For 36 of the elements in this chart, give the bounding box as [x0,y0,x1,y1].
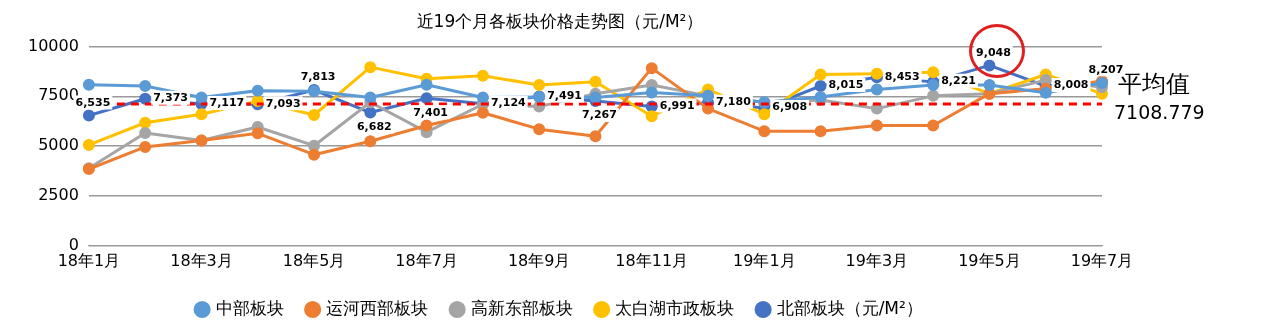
data-label: 8,453 [884,69,920,83]
data-label: 7,180 [716,94,752,108]
data-label: 7,813 [300,70,336,84]
data-label: 7,267 [582,108,617,122]
x-tick-label: 18年11月 [615,250,689,270]
x-tick-label: 18年9月 [507,250,571,270]
data-label: 7,373 [153,91,188,105]
data-label: 8,221 [941,74,976,88]
x-tick-label: 18年3月 [170,250,233,270]
legend-label: 运河西部板块 [326,297,429,318]
data-label: 6,908 [772,100,808,114]
data-label: 7,117 [209,96,245,110]
legend-label: 太白湖市政板块 [615,297,735,318]
x-tick-label: 18年5月 [282,250,346,270]
x-tick-label: 19年5月 [958,250,1021,270]
data-label: 8,207 [1088,62,1124,76]
legend-label: 北部板块（元/M²） [776,297,923,318]
y-tick-label: 2500 [38,185,79,205]
x-tick-label: 19年1月 [733,250,796,270]
data-label: 7,093 [265,96,301,110]
data-label: 7,124 [490,96,527,110]
y-tick-label: 10000 [27,35,79,55]
data-label: 6,991 [659,98,695,112]
data-label: 8,008 [1053,78,1089,92]
data-label: 6,682 [356,119,392,133]
chart-title: 近19个月各板块价格走势图（元/M²） [416,10,704,31]
legend-label: 中部板块 [215,297,284,318]
x-tick-label: 18年7月 [395,250,458,270]
y-tick-label: 5000 [38,135,79,155]
data-label: 9,048 [976,45,1011,59]
legend-label: 高新东部板块 [470,297,573,318]
x-tick-label: 19年3月 [845,250,909,270]
data-label: 8,015 [828,78,864,92]
data-label: 7,491 [547,88,582,102]
data-label: 7,401 [413,105,448,119]
x-tick-label: 19年7月 [1070,250,1134,270]
